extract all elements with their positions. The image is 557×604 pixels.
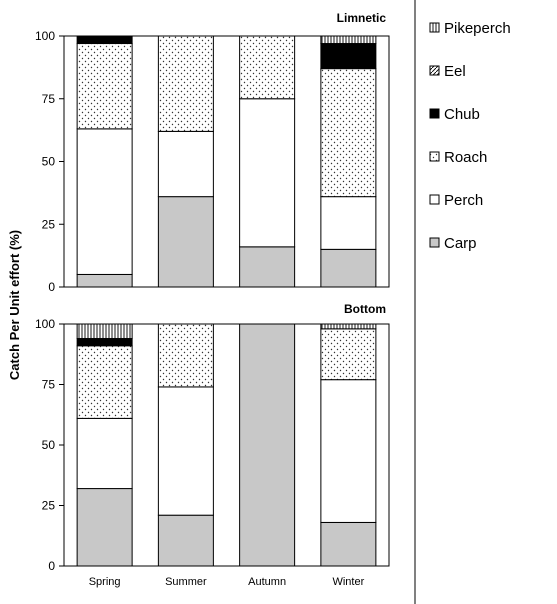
y-tick-label: 100	[35, 317, 55, 331]
y-tick-label: 25	[42, 217, 56, 231]
bar-segment-spring-chub	[76, 35, 133, 45]
bar-segment-spring-chub	[76, 338, 133, 347]
x-tick-label: Autumn	[248, 576, 286, 588]
legend-item-perch: Perch	[429, 192, 483, 209]
bar-segment-spring-roach	[76, 43, 133, 130]
panel-title: Limnetic	[337, 11, 387, 25]
bar-segment-autumn-roach	[239, 35, 296, 100]
bar-segment-autumn-perch	[239, 98, 296, 248]
legend-item-roach: Roach	[429, 149, 487, 166]
bar-segment-spring-carp	[76, 273, 133, 288]
bar-segment-winter-roach	[320, 68, 377, 198]
legend-label: Eel	[444, 63, 466, 80]
legend-item-chub: Chub	[429, 106, 480, 123]
x-tick-label: Spring	[89, 576, 121, 588]
panel-limnetic: Limnetic 0 25 50 75 100	[35, 11, 390, 294]
bar-segment-spring-perch	[76, 128, 133, 275]
bar-segment-spring-pikeperch	[76, 323, 133, 340]
legend-swatch	[429, 237, 440, 248]
legend-swatch	[429, 22, 440, 33]
x-tick-label: Winter	[332, 576, 364, 588]
bar-segment-autumn-carp	[239, 323, 296, 567]
bar-segment-winter-roach	[320, 328, 377, 381]
legend-swatch	[429, 65, 440, 76]
bar-segment-winter-carp	[320, 248, 377, 288]
bar-segment-winter-carp	[320, 521, 377, 567]
y-tick-label: 0	[48, 280, 55, 294]
bar-segment-summer-perch	[157, 130, 214, 198]
legend-label: Pikeperch	[444, 20, 511, 37]
legend-item-pikeperch: Pikeperch	[429, 20, 511, 37]
legend-label: Roach	[444, 149, 487, 166]
panel-title: Bottom	[344, 302, 386, 316]
bar-segment-winter-chub	[320, 43, 377, 70]
bar-segment-summer-perch	[157, 386, 214, 516]
y-axis-label: Catch Per Unit effort (%)	[7, 230, 22, 380]
bar-segment-spring-carp	[76, 488, 133, 567]
legend-label: Perch	[444, 192, 483, 209]
bar-segment-spring-perch	[76, 417, 133, 490]
legend-item-carp: Carp	[429, 235, 477, 252]
y-tick-label: 50	[42, 155, 56, 169]
y-tick-label: 25	[42, 499, 56, 513]
legend-swatch	[429, 151, 440, 162]
y-tick-label: 100	[35, 29, 55, 43]
bar-segment-summer-roach	[157, 323, 214, 388]
legend-label: Carp	[444, 235, 477, 252]
legend-swatch	[429, 108, 440, 119]
bar-segment-winter-pikeperch	[320, 323, 377, 330]
legend-label: Chub	[444, 106, 480, 123]
bar-segment-summer-carp	[157, 514, 214, 567]
bar-segment-winter-pikeperch	[320, 35, 377, 45]
bar-segment-winter-perch	[320, 379, 377, 523]
panel-bottom: Bottom 0 25 50 75 100 Spring Summer Autumn Winter	[35, 302, 390, 588]
legend: Pikeperch Eel Chub Roach Perch Carp	[429, 20, 511, 252]
bar-segment-winter-perch	[320, 196, 377, 250]
bar-segment-summer-roach	[157, 35, 214, 132]
y-tick-label: 75	[42, 378, 56, 392]
y-tick-label: 0	[48, 559, 55, 573]
legend-swatch	[429, 194, 440, 205]
y-tick-label: 50	[42, 438, 56, 452]
bar-segment-summer-carp	[157, 196, 214, 288]
legend-item-eel: Eel	[429, 63, 466, 80]
x-tick-label: Summer	[165, 576, 207, 588]
bar-segment-spring-roach	[76, 345, 133, 419]
y-tick-label: 75	[42, 92, 56, 106]
bar-segment-autumn-carp	[239, 246, 296, 288]
